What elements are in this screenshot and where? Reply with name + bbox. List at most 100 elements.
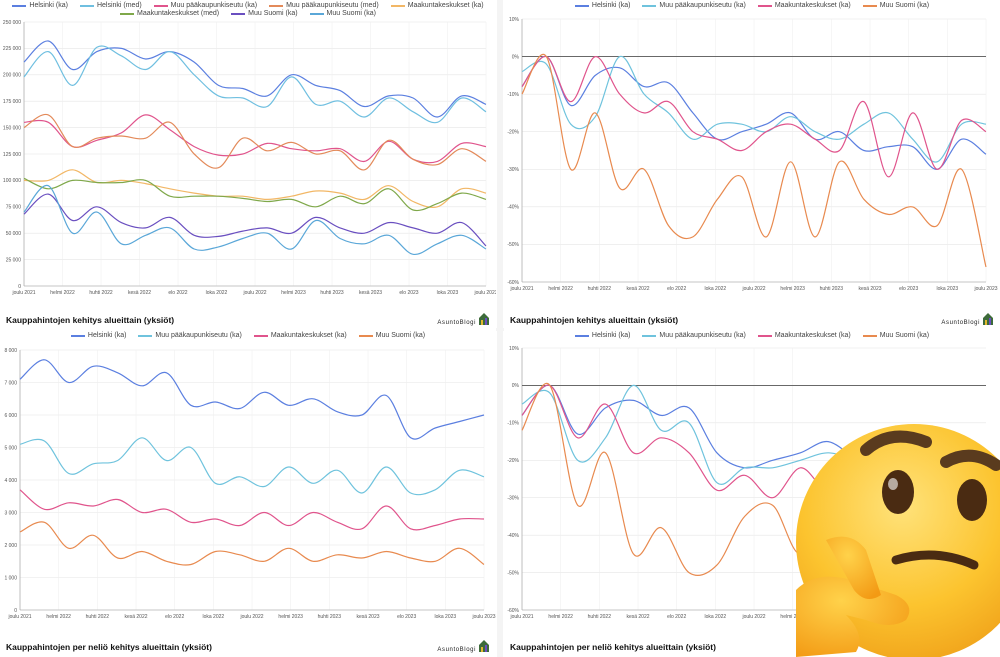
y-tick-label: 0 (18, 284, 21, 290)
legend-label: Helsinki (ka) (591, 2, 631, 9)
y-tick-label: 250 000 (3, 20, 21, 26)
chart-legend: Helsinki (ka) Muu pääkaupunkiseutu (ka) Ma… (504, 332, 1000, 339)
legend-item[interactable]: Maakuntakeskukset (med) (120, 10, 219, 17)
chart-panel-3: Helsinki (ka) Muu pääkaupunkiseutu (ka) Ma… (0, 330, 496, 657)
x-tick-label: elo 2022 (667, 614, 686, 620)
legend-item[interactable]: Muu pääkaupunkiseutu (ka) (642, 2, 746, 9)
y-tick-label: 5 000 (4, 445, 17, 451)
legend-item[interactable]: Muu Suomi (ka) (862, 2, 930, 9)
chart-panel-1: Helsinki (ka) Helsinki (med) Muu pääkaupun… (0, 0, 496, 330)
legend-swatch (642, 334, 657, 337)
legend-item[interactable]: Helsinki (ka) (574, 2, 631, 9)
x-tick-label: huhti 2023 (820, 286, 844, 292)
legend-swatch (309, 12, 324, 15)
chart-title: Kauppahintojen kehitys alueittain (yksiö… (510, 315, 679, 325)
legend-item[interactable]: Maakuntakeskukset (ka) (253, 332, 347, 339)
series-line (521, 55, 987, 163)
legend-label: Helsinki (med) (96, 2, 142, 9)
series-line (521, 53, 987, 268)
legend-label: Muu Suomi (ka) (879, 332, 930, 339)
chart-legend: Helsinki (ka) Muu pääkaupunkiseutu (ka) Ma… (0, 332, 496, 339)
x-tick-label: huhti 2022 (86, 614, 110, 620)
x-tick-label: joulu 2021 (509, 286, 533, 292)
legend-swatch (574, 334, 589, 337)
legend-label: Helsinki (ka) (29, 2, 68, 9)
legend-swatch (138, 334, 153, 337)
legend-swatch (269, 4, 284, 7)
legend-item[interactable]: Maakuntakeskukset (ka) (390, 2, 484, 9)
legend-item[interactable]: Muu Suomi (ka) (309, 10, 376, 17)
y-tick-label: 8 000 (4, 348, 17, 354)
legend-swatch (70, 334, 85, 337)
legend-label: Maakuntakeskukset (ka) (774, 332, 851, 339)
y-tick-label: 0% (512, 383, 520, 389)
legend-label: Helsinki (ka) (591, 332, 631, 339)
y-tick-label: -50% (507, 570, 519, 576)
y-tick-label: 100 000 (3, 178, 21, 184)
x-tick-label: elo 2022 (168, 290, 187, 296)
chart-legend: Helsinki (ka) Muu pääkaupunkiseutu (ka) Ma… (504, 2, 1000, 9)
brand-text: AsuntoBlogi (437, 320, 476, 326)
legend-swatch (120, 12, 135, 15)
y-tick-label: -60% (507, 608, 519, 614)
x-tick-label: loka 2023 (434, 614, 456, 620)
brand-text: AsuntoBlogi (941, 320, 980, 326)
series-line (23, 40, 487, 118)
legend-swatch (79, 4, 94, 7)
x-tick-label: helmi 2022 (46, 614, 71, 620)
legend-label: Maakuntakeskukset (ka) (774, 2, 851, 9)
legend-label: Muu pääkaupunkiseutu (ka) (659, 2, 746, 9)
legend-item[interactable]: Muu Suomi (ka) (231, 10, 298, 17)
x-tick-label: loka 2022 (206, 290, 228, 296)
series-line (19, 489, 485, 531)
legend-swatch (253, 334, 268, 337)
y-tick-label: 200 000 (3, 73, 21, 79)
y-tick-label: 3 000 (4, 510, 17, 516)
legend-label: Muu Suomi (ka) (879, 2, 930, 9)
x-tick-label: loka 2023 (936, 286, 958, 292)
x-tick-label: helmi 2023 (780, 614, 805, 620)
x-tick-label: huhti 2022 (588, 614, 612, 620)
line-chart-svg: 0 1 000 2 000 3 000 4 000 5 000 6 000 7 000 8 00… (4, 348, 495, 620)
legend-item[interactable]: Muu pääkaupunkiseutu (ka) (138, 332, 242, 339)
legend-swatch (642, 4, 657, 7)
y-tick-label: 10% (509, 17, 520, 23)
legend-swatch (153, 4, 168, 7)
x-tick-label: kesä 2023 (356, 614, 379, 620)
legend-item[interactable]: Helsinki (ka) (70, 332, 126, 339)
legend-label: Muu pääkaupunkiseutu (med) (286, 2, 379, 9)
legend-item[interactable]: Muu Suomi (ka) (358, 332, 425, 339)
legend-item[interactable]: Helsinki (ka) (12, 2, 68, 9)
series-line (19, 437, 485, 496)
legend-label: Muu Suomi (ka) (248, 10, 298, 17)
x-tick-label: joulu 2022 (242, 290, 266, 296)
legend-item[interactable]: Muu Suomi (ka) (862, 332, 930, 339)
y-tick-label: 0 (14, 608, 17, 614)
y-tick-label: -30% (507, 167, 519, 173)
x-tick-label: helmi 2023 (780, 286, 805, 292)
chart-legend: Helsinki (ka) Helsinki (med) Muu pääkaupun… (0, 2, 496, 17)
legend-label: Maakuntakeskukset (med) (137, 10, 220, 17)
y-tick-label: -10% (507, 421, 519, 427)
legend-swatch (390, 4, 405, 7)
chart-title: Kauppahintojen kehitys alueittain (yksiö… (6, 315, 175, 325)
brand-logo-icon (479, 640, 489, 652)
x-tick-label: elo 2023 (399, 290, 418, 296)
legend-item[interactable]: Maakuntakeskukset (ka) (757, 2, 851, 9)
legend-item[interactable]: Helsinki (ka) (574, 332, 631, 339)
x-tick-label: joulu 2023 (471, 614, 495, 620)
y-tick-label: -20% (507, 458, 519, 464)
legend-item[interactable]: Muu pääkaupunkiseutu (med) (269, 2, 379, 9)
x-tick-label: helmi 2022 (548, 614, 573, 620)
series-line (19, 359, 485, 440)
y-tick-label: 6 000 (4, 413, 17, 419)
brand-logo-icon (479, 313, 489, 325)
legend-item[interactable]: Muu pääkaupunkiseutu (ka) (153, 2, 257, 9)
y-tick-label: 75 000 (6, 205, 22, 211)
series-line (23, 45, 487, 124)
x-tick-label: joulu 2023 (473, 290, 496, 296)
x-tick-label: huhti 2023 (318, 614, 342, 620)
legend-item[interactable]: Maakuntakeskukset (ka) (757, 332, 851, 339)
legend-item[interactable]: Muu pääkaupunkiseutu (ka) (642, 332, 746, 339)
legend-item[interactable]: Helsinki (med) (79, 2, 142, 9)
